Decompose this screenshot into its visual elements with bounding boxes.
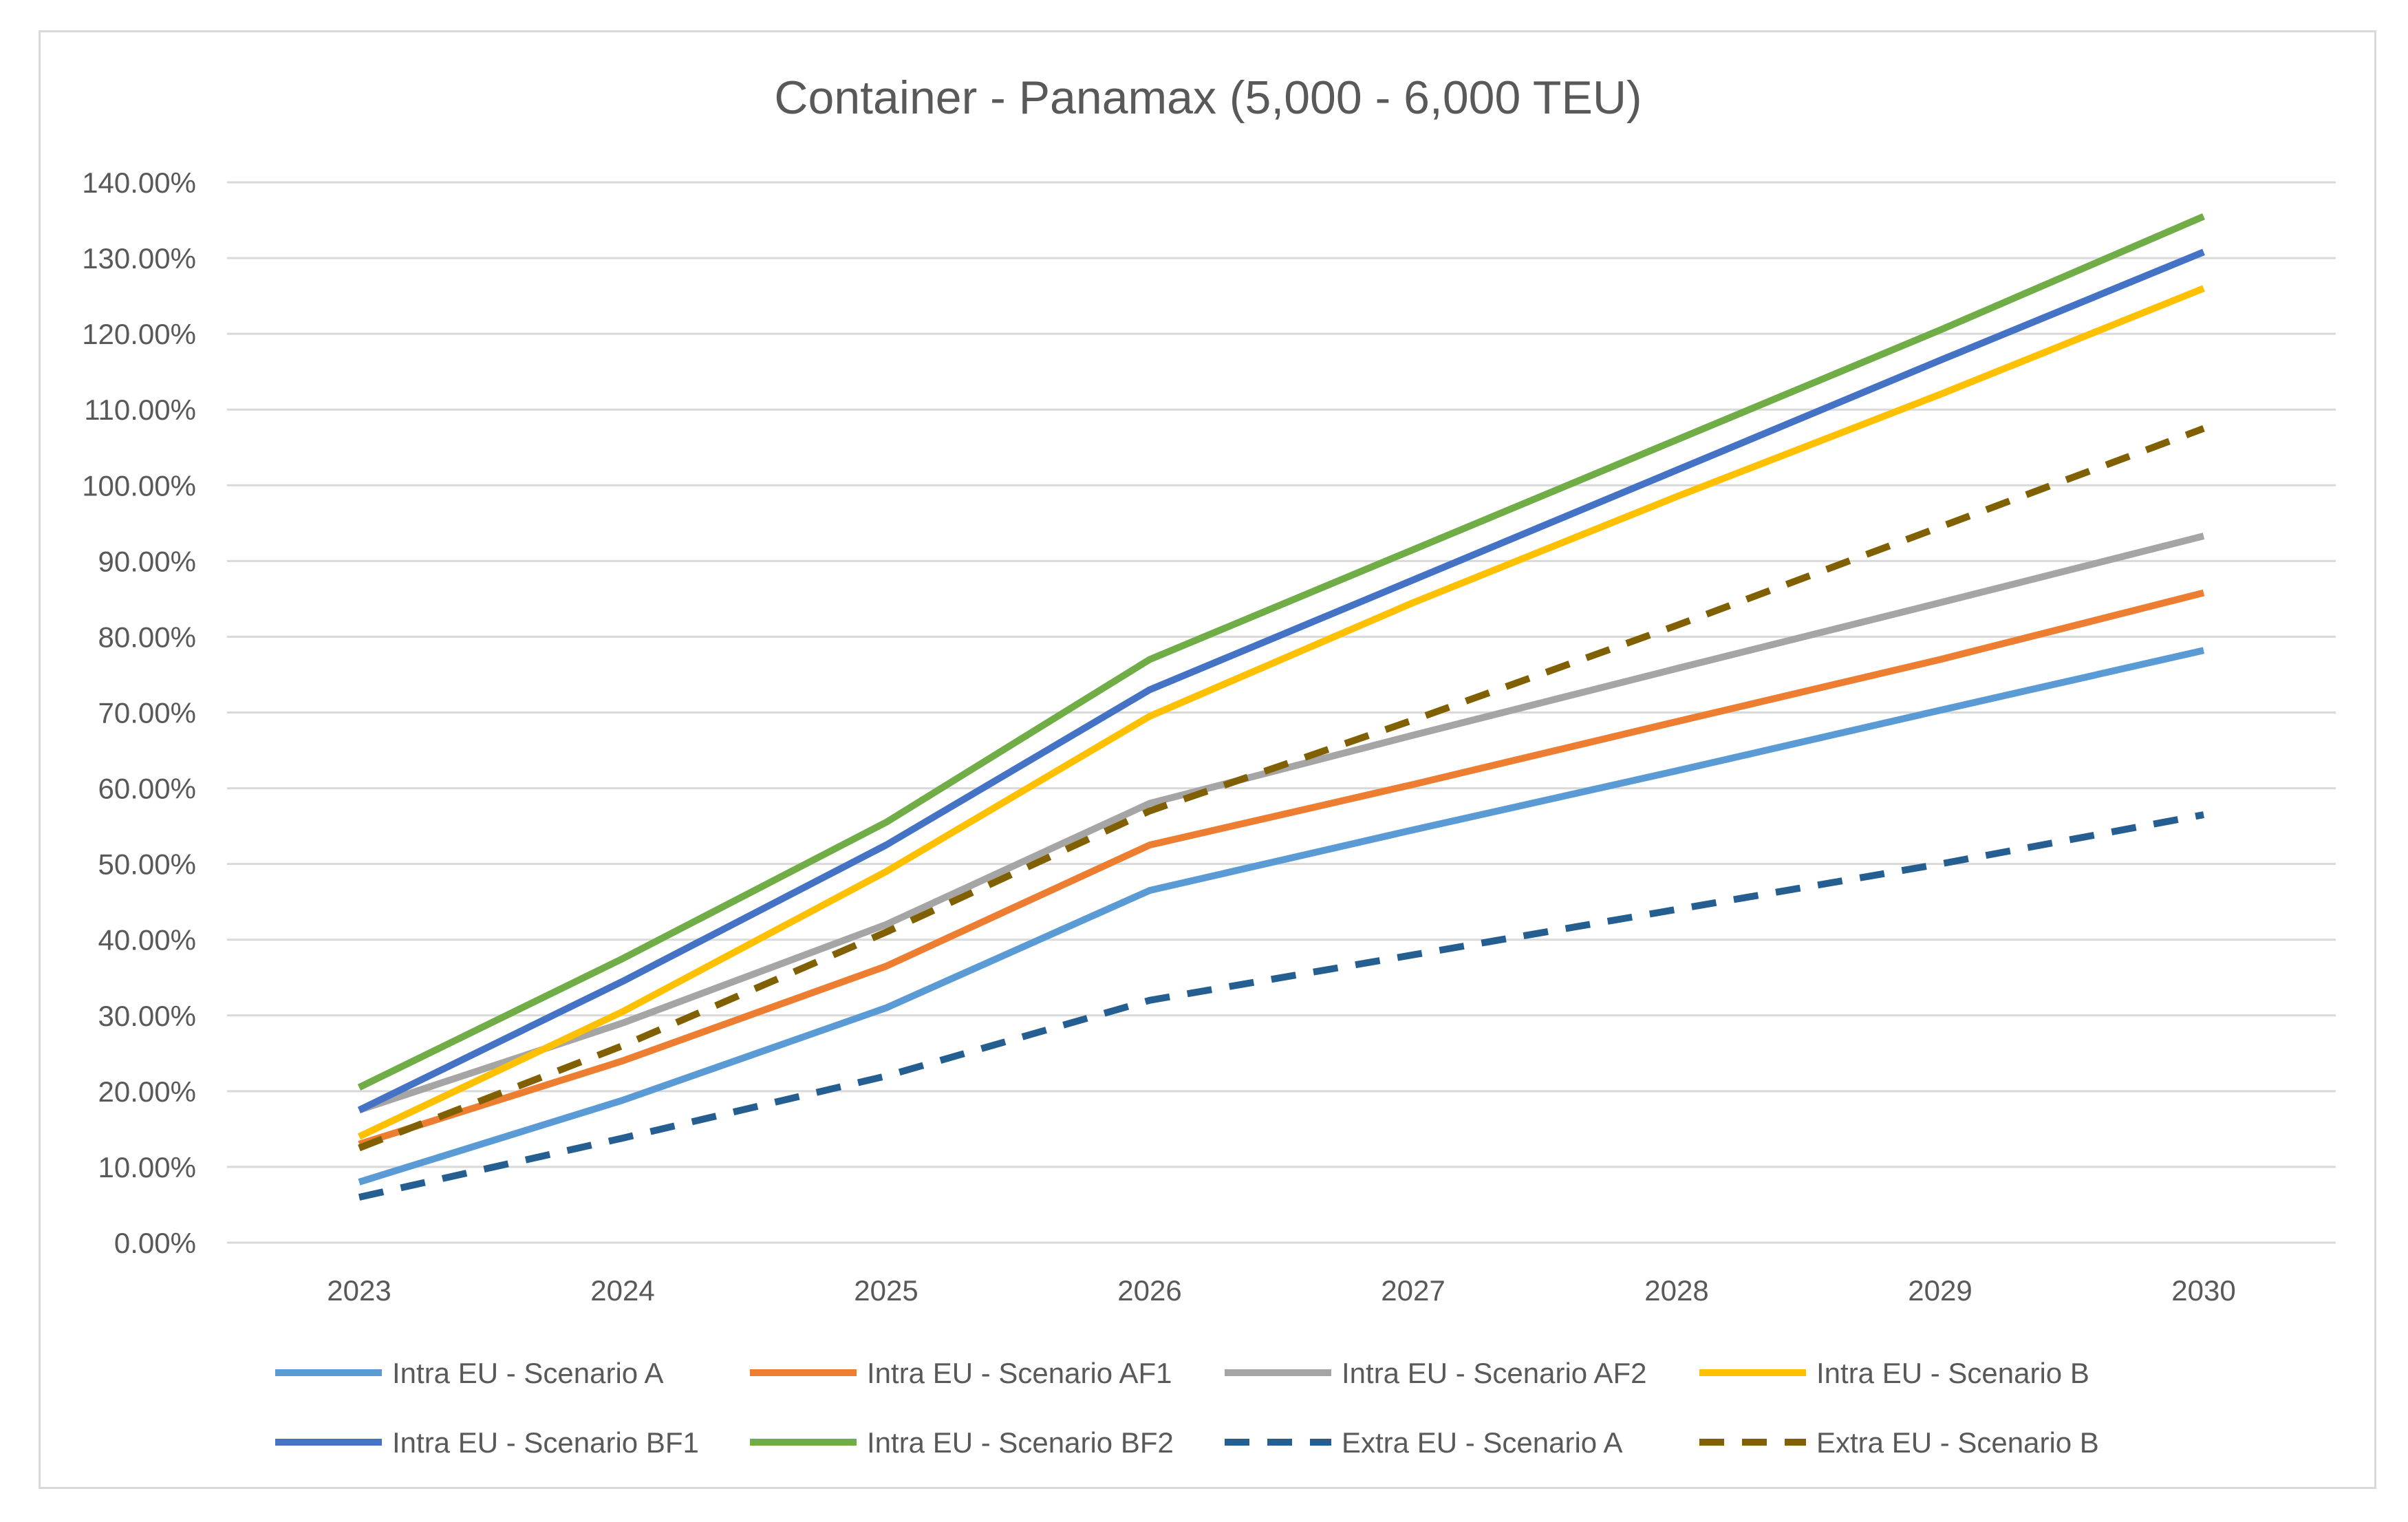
series-line-6 bbox=[357, 213, 2205, 1091]
x-tick-label: 2023 bbox=[327, 1274, 391, 1307]
y-tick-label: 90.00% bbox=[98, 545, 196, 577]
legend-label: Intra EU - Scenario BF1 bbox=[392, 1426, 699, 1459]
y-tick-label: 80.00% bbox=[98, 621, 196, 653]
series-line-3 bbox=[358, 533, 2205, 1114]
y-tick-label: 60.00% bbox=[98, 773, 196, 805]
x-tick-label: 2030 bbox=[2171, 1274, 2235, 1307]
legend: Intra EU - Scenario A Intra EU - Scenario… bbox=[275, 1357, 2099, 1459]
series-line-7 bbox=[358, 811, 2204, 1201]
series-line-1 bbox=[358, 647, 2205, 1186]
y-tick-label: 40.00% bbox=[98, 924, 196, 956]
y-tick-label: 50.00% bbox=[98, 848, 196, 881]
chart-title: Container - Panamax (5,000 - 6,000 TEU) bbox=[774, 72, 1642, 124]
y-tick-label: 130.00% bbox=[82, 242, 196, 275]
x-tick-label: 2027 bbox=[1381, 1274, 1445, 1307]
chart-frame bbox=[39, 30, 2376, 1489]
y-tick-label: 120.00% bbox=[82, 318, 196, 350]
legend-label: Intra EU - Scenario B bbox=[1816, 1357, 2089, 1389]
y-tick-label: 10.00% bbox=[98, 1151, 196, 1183]
legend-label: Intra EU - Scenario AF2 bbox=[1342, 1357, 1647, 1389]
y-tick-label: 100.00% bbox=[82, 469, 196, 502]
y-tick-label: 0.00% bbox=[114, 1227, 196, 1259]
legend-label: Extra EU - Scenario A bbox=[1342, 1426, 1623, 1459]
series-line-8 bbox=[358, 425, 2205, 1152]
y-axis-tick-labels: 0.00% 10.00% 20.00% 30.00% 40.00% 50.00% 60.00… bbox=[82, 167, 196, 1259]
legend-label: Extra EU - Scenario B bbox=[1816, 1426, 2099, 1459]
y-tick-label: 70.00% bbox=[98, 697, 196, 729]
x-tick-label: 2026 bbox=[1117, 1274, 1181, 1307]
legend-label: Intra EU - Scenario A bbox=[392, 1357, 664, 1389]
series-line-2 bbox=[358, 589, 2205, 1148]
x-tick-label: 2024 bbox=[590, 1274, 654, 1307]
legend-label: Intra EU - Scenario BF2 bbox=[867, 1426, 1174, 1459]
x-tick-label: 2028 bbox=[1644, 1274, 1708, 1307]
y-tick-label: 30.00% bbox=[98, 1000, 196, 1032]
series-line-4 bbox=[357, 285, 2205, 1140]
x-axis-tick-labels: 2023 2024 2025 2026 2027 2028 2029 2030 bbox=[327, 1274, 2235, 1307]
x-tick-label: 2029 bbox=[1908, 1274, 1972, 1307]
x-tick-label: 2025 bbox=[854, 1274, 918, 1307]
y-tick-label: 140.00% bbox=[82, 167, 196, 199]
series-line-5 bbox=[357, 248, 2205, 1113]
y-tick-label: 110.00% bbox=[84, 394, 196, 426]
series-lines bbox=[357, 213, 2205, 1201]
y-tick-label: 20.00% bbox=[98, 1075, 196, 1108]
legend-label: Intra EU - Scenario AF1 bbox=[867, 1357, 1172, 1389]
